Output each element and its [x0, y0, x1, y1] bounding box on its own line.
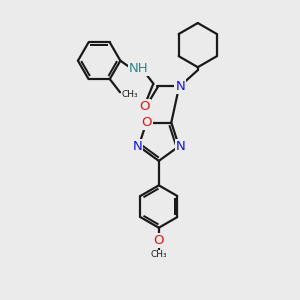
Text: O: O	[140, 100, 150, 113]
Text: O: O	[141, 116, 152, 129]
Text: NH: NH	[129, 61, 149, 75]
Text: N: N	[132, 140, 142, 153]
Text: N: N	[176, 140, 185, 153]
Text: N: N	[175, 80, 185, 93]
Text: CH₃: CH₃	[151, 250, 167, 259]
Text: CH₃: CH₃	[121, 90, 138, 99]
Text: O: O	[154, 234, 164, 247]
